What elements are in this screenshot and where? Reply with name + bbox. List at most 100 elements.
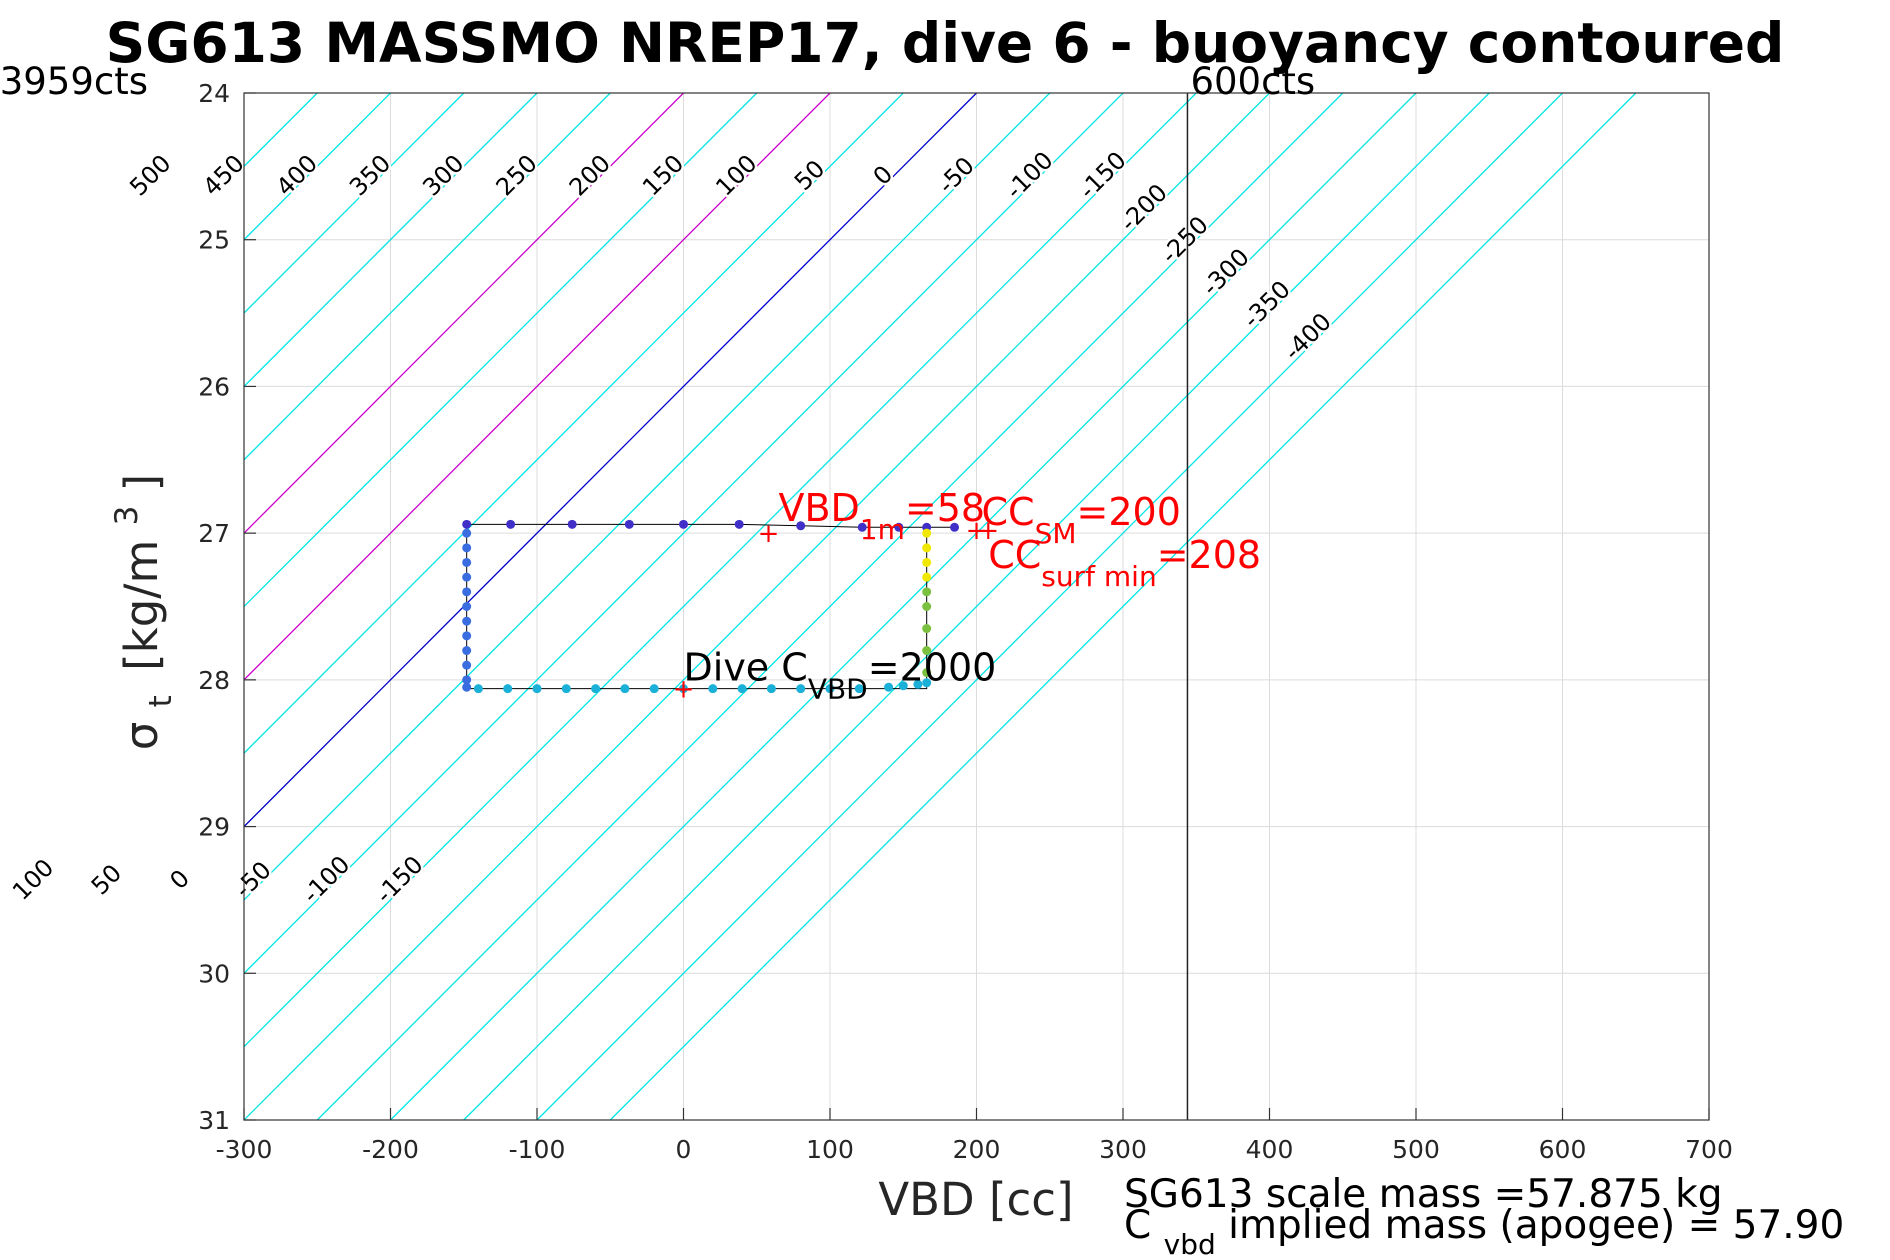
data-point xyxy=(922,668,932,678)
data-point xyxy=(462,602,472,611)
y-label-main: [kg/m xyxy=(115,540,168,671)
contour-label: 100 xyxy=(710,149,762,201)
data-point xyxy=(796,684,806,694)
y-label-sup: 3 xyxy=(109,506,145,526)
contour-label: 450 xyxy=(198,149,250,201)
x-tick-label: -300 xyxy=(216,1135,273,1164)
data-point xyxy=(922,572,932,582)
data-point xyxy=(591,684,601,694)
marker-label-main: CC xyxy=(982,490,1035,534)
contour-line xyxy=(244,93,611,461)
x-axis-label: VBD [cc] xyxy=(878,1173,1073,1226)
y-label-sub: t xyxy=(143,695,179,707)
x-tick-label: 700 xyxy=(1685,1135,1733,1164)
data-point xyxy=(922,678,932,688)
data-point xyxy=(462,543,472,553)
data-point xyxy=(506,519,516,529)
marker-label-suffix: =2000 xyxy=(868,646,997,690)
y-tick-label: 29 xyxy=(198,813,230,842)
data-point xyxy=(462,519,472,529)
contour-line xyxy=(316,93,1344,1120)
marker-label: CCsurf min=208 xyxy=(988,533,1261,593)
data-point xyxy=(796,521,806,531)
contour-line xyxy=(244,93,465,314)
x-tick-label: -100 xyxy=(509,1135,566,1164)
data-point xyxy=(624,519,634,529)
contour-line xyxy=(244,93,904,755)
data-point xyxy=(922,528,932,538)
contour-line xyxy=(244,93,538,388)
data-point xyxy=(857,522,867,532)
y-tick-label: 27 xyxy=(198,519,230,548)
scale-mass-annotation: SG613 scale mass =57.875 kg xyxy=(1124,1172,1723,1217)
contour-line xyxy=(244,93,831,681)
contour-label: -350 xyxy=(1238,275,1296,333)
contour-label: -100 xyxy=(1000,146,1058,204)
y-tick-label: 25 xyxy=(198,226,230,255)
contour-line xyxy=(244,93,1124,975)
contour-label: 200 xyxy=(564,149,616,201)
contour-line xyxy=(463,93,1490,1120)
marker-label-sub: 1m xyxy=(860,513,905,546)
data-point xyxy=(766,684,776,694)
axis-ticks: -300 -200 -100 0 100 200 300 400 500 600 700242526… xyxy=(198,79,1733,1164)
data-point xyxy=(567,519,577,529)
y-label-close: ] xyxy=(115,474,168,492)
y-label-symbol: σ xyxy=(115,722,168,751)
contour-label: 350 xyxy=(344,149,396,201)
marker-label-main: VBD xyxy=(778,486,859,530)
x-tick-label: 600 xyxy=(1539,1135,1587,1164)
data-point xyxy=(503,684,513,694)
data-point xyxy=(922,543,932,553)
markers: +VBD1m=58+CCSM=200+CCsurf min=208+Dive C… xyxy=(673,486,1261,706)
data-point xyxy=(462,675,472,685)
contour-label: -100 xyxy=(297,850,355,908)
data-point xyxy=(462,557,472,567)
contour-label: -300 xyxy=(1197,243,1255,301)
contour-line xyxy=(244,93,758,608)
contour-label: 50 xyxy=(86,859,127,900)
contour-label: 400 xyxy=(271,149,323,201)
data-point xyxy=(854,684,864,694)
contour-label: 250 xyxy=(491,149,543,201)
implied-mass-annotation: C vbd implied mass (apogee) = 57.90 xyxy=(1124,1203,1844,1260)
contour-line xyxy=(244,93,1270,1120)
implied-mass-c: C xyxy=(1124,1203,1151,1248)
y-axis-label: σ t [kg/m 3 ] xyxy=(95,474,182,750)
marker-plus: + xyxy=(758,519,780,549)
contour-label: -400 xyxy=(1279,308,1337,366)
data-point xyxy=(922,602,932,611)
data-point xyxy=(922,557,932,567)
x-tick-label: -200 xyxy=(362,1135,419,1164)
data-point xyxy=(922,587,932,597)
data-point xyxy=(737,684,747,694)
marker-label: Dive CVBD=2000 xyxy=(684,646,997,706)
data-point xyxy=(462,682,472,692)
data-point xyxy=(898,681,908,691)
data-point xyxy=(922,624,932,634)
implied-mass-sub: vbd xyxy=(1164,1228,1216,1260)
data-point xyxy=(922,646,932,656)
data-point xyxy=(679,684,688,694)
contour-label: -150 xyxy=(370,850,428,908)
contour-label: 300 xyxy=(417,149,469,201)
corner-label-left: -3959cts xyxy=(0,60,148,103)
dive-trajectory xyxy=(462,519,960,694)
contour-label: -50 xyxy=(229,856,277,904)
contour-label: 0 xyxy=(868,160,899,191)
contour-line xyxy=(536,93,1563,1120)
contour-label: 50 xyxy=(789,155,830,196)
contour-line xyxy=(244,93,391,241)
data-point xyxy=(620,684,630,694)
marker-label-main: Dive C xyxy=(684,646,808,690)
marker-label-suffix: =58 xyxy=(905,486,985,530)
chart-title: SG613 MASSMO NREP17, dive 6 - buoyancy c… xyxy=(106,11,1785,75)
marker-label-suffix: =208 xyxy=(1157,533,1261,577)
y-tick-label: 24 xyxy=(198,79,230,108)
contour-line xyxy=(244,93,684,535)
contour-line xyxy=(244,93,1197,1048)
marker-plus: + xyxy=(673,675,695,705)
contour-label: 0 xyxy=(164,864,195,895)
buoyancy-contours xyxy=(244,93,1637,1120)
y-tick-label: 28 xyxy=(198,666,230,695)
